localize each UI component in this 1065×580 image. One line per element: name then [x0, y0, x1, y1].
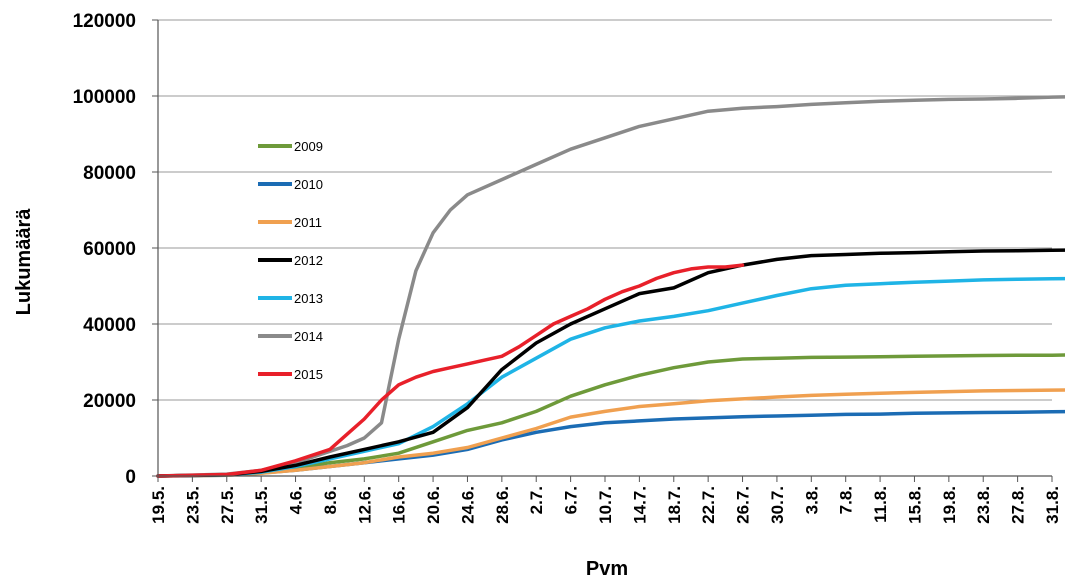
legend-label-2010: 2010: [294, 177, 323, 192]
legend-label-2013: 2013: [294, 291, 323, 306]
legend-label-2015: 2015: [294, 367, 323, 382]
x-tick-27.8.: 27.8.: [1009, 486, 1028, 524]
y-axis-title: Lukumäärä: [13, 208, 35, 316]
y-gridlines: [158, 19, 1052, 401]
x-tick-19.8.: 19.8.: [940, 486, 959, 524]
y-tick-40000: 40000: [83, 315, 136, 336]
series-lines: [156, 95, 1065, 478]
series-line-2015: [156, 263, 745, 478]
x-tick-23.8.: 23.8.: [974, 486, 993, 524]
x-tick-8.6.: 8.6.: [321, 486, 340, 514]
series-line-2011: [156, 388, 1065, 478]
legend-label-2011: 2011: [294, 215, 322, 230]
x-tick-12.6.: 12.6.: [355, 486, 374, 524]
y-tick-80000: 80000: [83, 163, 136, 184]
x-tick-18.7.: 18.7.: [665, 486, 684, 524]
x-tick-31.8.: 31.8.: [1043, 486, 1062, 524]
y-tick-60000: 60000: [83, 239, 136, 260]
axes: [152, 19, 1053, 482]
legend-label-2014: 2014: [294, 329, 323, 344]
y-tick-100000: 100000: [73, 87, 136, 108]
x-tick-28.6.: 28.6.: [493, 486, 512, 524]
x-tick-6.7.: 6.7.: [562, 486, 581, 514]
x-tick-15.8.: 15.8.: [905, 486, 924, 524]
x-tick-31.5.: 31.5.: [252, 486, 271, 524]
series-line-2012: [156, 248, 1065, 478]
y-tick-120000: 120000: [73, 11, 136, 32]
y-tick-20000: 20000: [83, 391, 136, 412]
x-tick-20.6.: 20.6.: [424, 486, 443, 524]
x-tick-labels: 19.5. 23.5. 27.5. 31.5. 4.6. 8.6. 12.6. 16.6. 20…: [149, 486, 1062, 524]
series-line-2009: [156, 353, 1065, 478]
x-axis-title: Pvm: [586, 558, 628, 580]
series-line-2013: [156, 276, 1065, 478]
legend: 2009 2010 2011 2012 2013 2014 2015: [258, 139, 323, 382]
y-tick-labels: 0 20000 40000 60000 80000 100000 120000: [73, 11, 136, 488]
x-tick-23.5.: 23.5.: [183, 486, 202, 524]
x-tick-10.7.: 10.7.: [596, 486, 615, 524]
x-tick-2.7.: 2.7.: [527, 486, 546, 514]
legend-label-2009: 2009: [294, 139, 323, 154]
x-tick-26.7.: 26.7.: [734, 486, 753, 524]
legend-label-2012: 2012: [294, 253, 323, 268]
x-tick-14.7.: 14.7.: [630, 486, 649, 524]
x-tick-27.5.: 27.5.: [218, 486, 237, 524]
x-tick-11.8.: 11.8.: [871, 486, 890, 523]
x-tick-4.6.: 4.6.: [287, 486, 306, 514]
y-tick-0: 0: [125, 467, 136, 488]
x-tick-7.8.: 7.8.: [837, 486, 856, 514]
x-tick-30.7.: 30.7.: [768, 486, 787, 524]
x-tick-24.6.: 24.6.: [458, 486, 477, 524]
x-tick-22.7.: 22.7.: [699, 486, 718, 524]
x-tick-3.8.: 3.8.: [802, 486, 821, 514]
x-tick-16.6.: 16.6.: [390, 486, 409, 524]
series-line-2014: [156, 95, 1065, 478]
x-tick-19.5.: 19.5.: [149, 486, 168, 524]
